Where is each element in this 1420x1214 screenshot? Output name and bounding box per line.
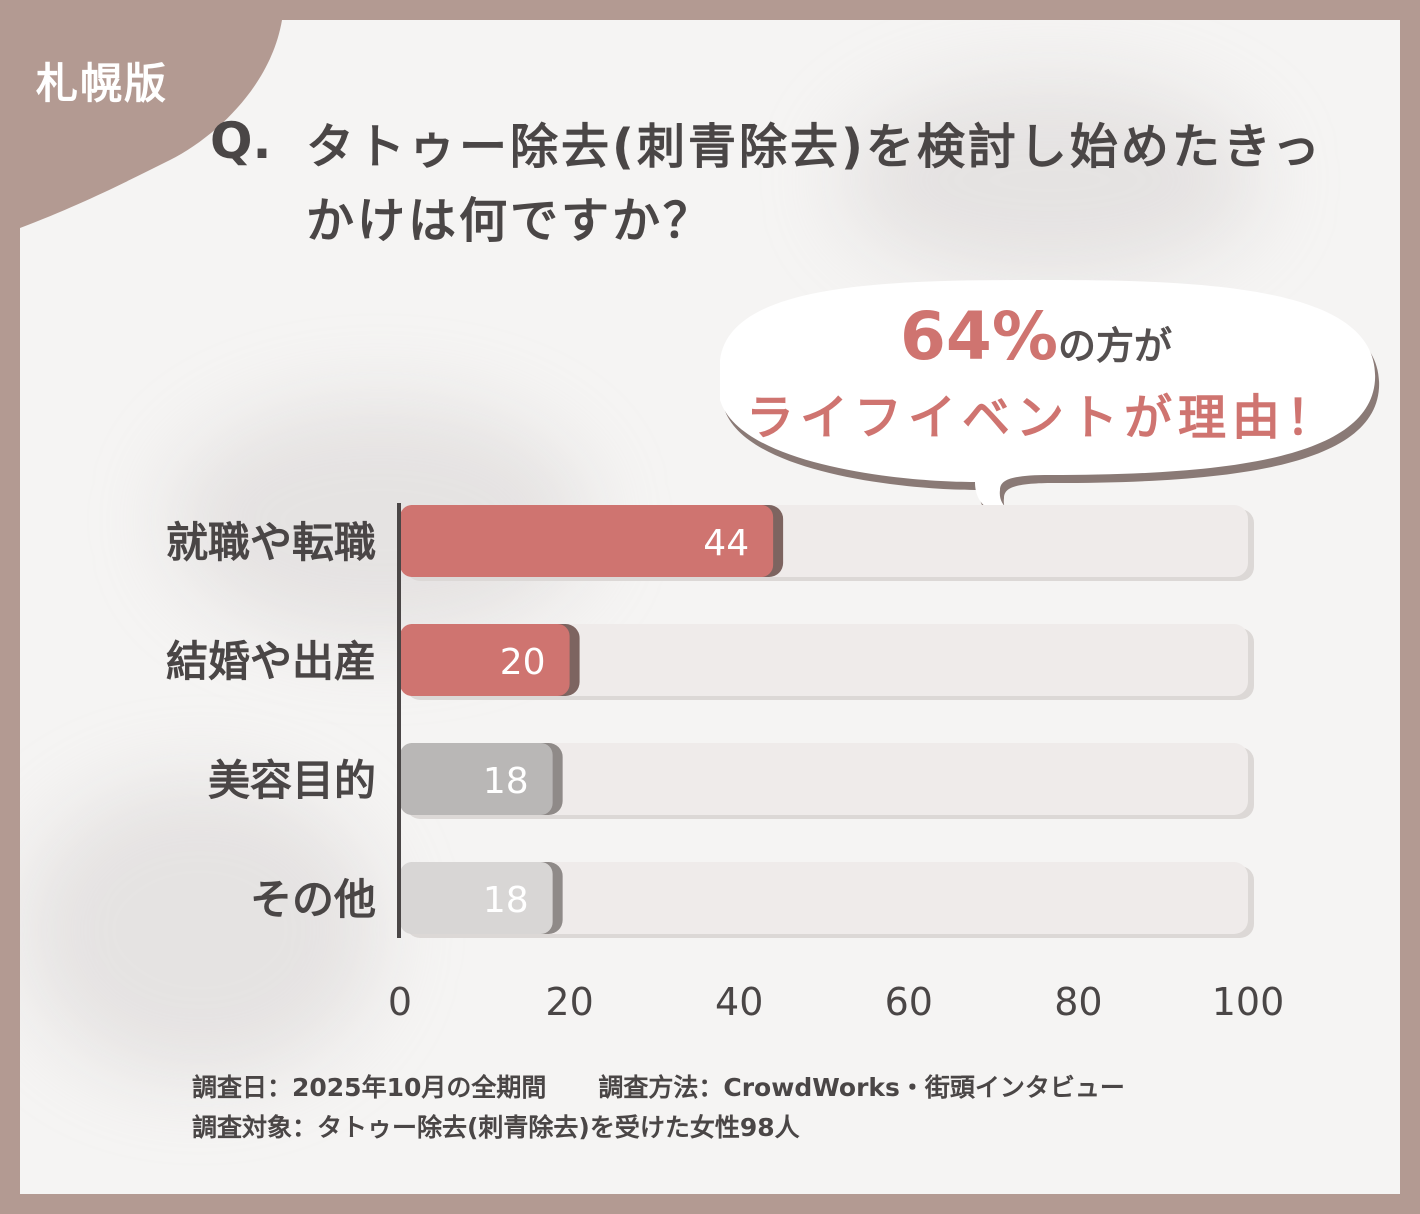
x-tick-label: 60 — [885, 980, 933, 1024]
bar — [400, 862, 553, 934]
category-label: 美容目的 — [208, 756, 376, 805]
bar — [400, 624, 570, 696]
survey-target: 調査対象：タトゥー除去(刺青除去)を受けた女性98人 — [192, 1113, 800, 1142]
background-shadow — [840, 80, 1260, 280]
question-mark: Q. — [210, 112, 272, 170]
bar-value-label: 20 — [500, 642, 546, 683]
x-tick-label: 20 — [545, 980, 593, 1024]
survey-footer: 調査日：2025年10月の全期間 調査方法：CrowdWorks・街頭インタビュー… — [192, 1068, 1125, 1148]
y-axis-line — [397, 503, 401, 938]
callout-suffix: の方が — [1057, 324, 1172, 368]
survey-method: 調査方法：CrowdWorks・街頭インタビュー — [598, 1073, 1125, 1102]
survey-date: 調査日：2025年10月の全期間 — [192, 1073, 547, 1102]
x-tick-label: 0 — [388, 980, 412, 1024]
bar-value-label: 18 — [483, 761, 529, 802]
x-tick-label: 80 — [1054, 980, 1102, 1024]
bar — [400, 505, 774, 577]
callout-percent: 64% — [900, 298, 1058, 375]
bar-value-label: 18 — [483, 880, 529, 921]
category-label: その他 — [250, 875, 376, 924]
region-label: 札幌版 — [36, 59, 169, 108]
bar — [400, 743, 553, 815]
region-tag-shape — [20, 20, 282, 228]
background-shadow — [20, 780, 380, 1080]
question-title: タトゥー除去(刺青除去)を検討し始めたきっかけは何ですか？ — [306, 119, 1323, 249]
bar-track — [400, 624, 1248, 696]
callout-line1: 64%の方が — [900, 298, 1172, 375]
bar-track — [400, 862, 1248, 934]
bar-value-label: 44 — [703, 523, 749, 564]
infographic-card: 札幌版 Q. タトゥー除去(刺青除去)を検討し始めたきっかけは何ですか？ 64%… — [20, 20, 1400, 1194]
bar-track — [400, 743, 1248, 815]
category-label: 結婚や出産 — [166, 637, 376, 686]
category-label: 就職や転職 — [166, 518, 376, 567]
x-tick-label: 100 — [1212, 980, 1285, 1024]
x-tick-label: 40 — [715, 980, 763, 1024]
callout-line2: ライフイベントが理由！ — [746, 390, 1341, 446]
bar-chart: 44 就職や転職 20 結婚や出産 18 美容目的 18 その他 0 20 40 60 80 100 — [166, 503, 1285, 1024]
speech-bubble — [720, 280, 1380, 550]
